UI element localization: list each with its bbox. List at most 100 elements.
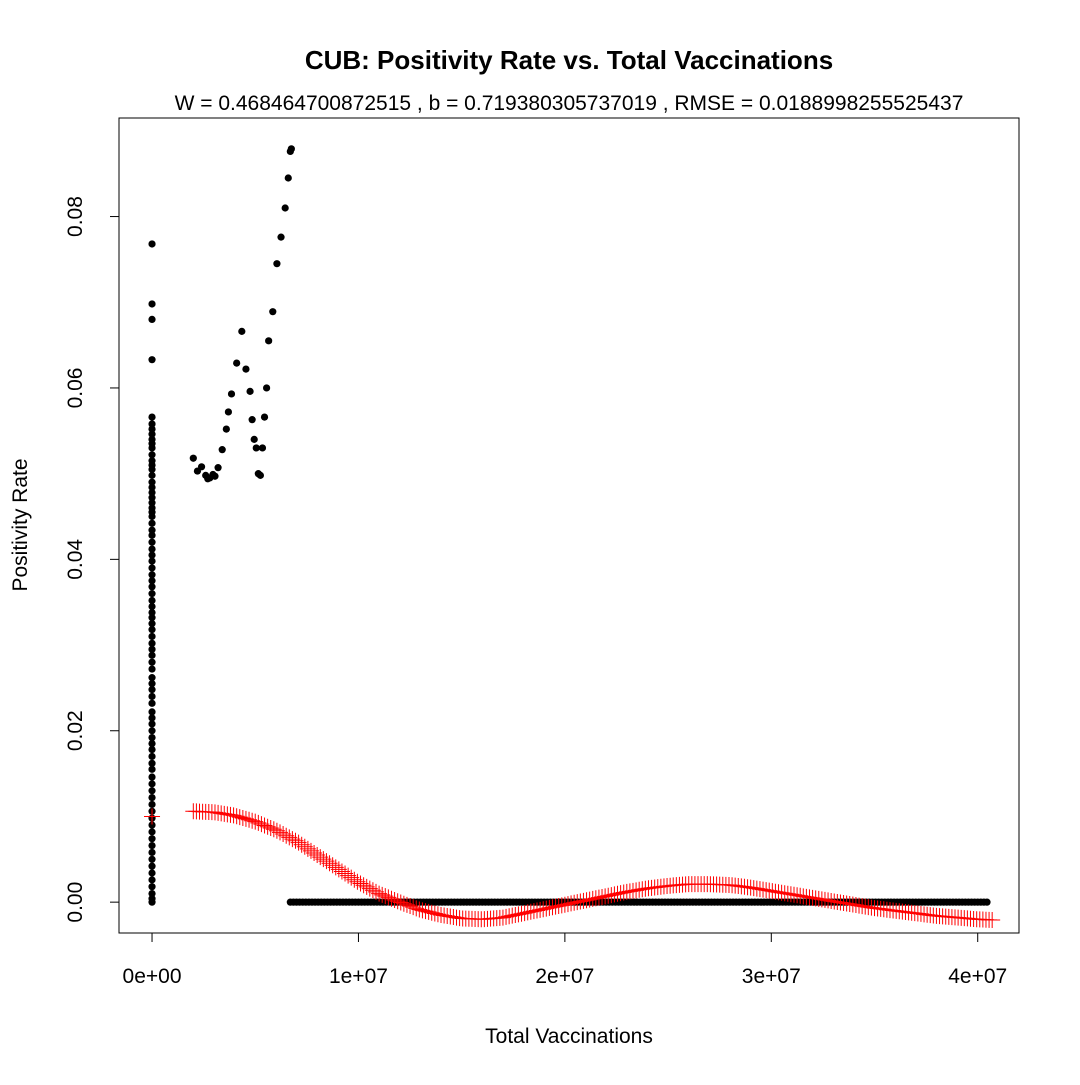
fitted-point bbox=[854, 898, 871, 915]
observed-point bbox=[148, 883, 156, 891]
fitted-point bbox=[237, 810, 254, 827]
plot-frame bbox=[118, 117, 1020, 934]
fitted-point bbox=[352, 875, 369, 892]
fitted-point bbox=[287, 832, 304, 849]
chart-title: CUB: Positivity Rate vs. Total Vaccinati… bbox=[305, 45, 833, 75]
observed-point bbox=[148, 526, 156, 534]
fitted-point bbox=[838, 895, 855, 912]
fitted-point bbox=[327, 859, 344, 876]
fitted-point bbox=[773, 884, 790, 901]
fitted-point bbox=[820, 892, 837, 909]
observed-point bbox=[214, 464, 222, 472]
fitted-point bbox=[259, 818, 276, 835]
fitted-point bbox=[405, 899, 422, 916]
observed-point bbox=[148, 413, 156, 421]
observed-point bbox=[148, 793, 156, 802]
observed-point bbox=[148, 430, 156, 438]
y-axis-label: Positivity Rate bbox=[9, 458, 32, 591]
observed-point bbox=[148, 645, 156, 653]
fitted-point bbox=[433, 907, 450, 924]
observed-point bbox=[148, 765, 156, 773]
fitted-point bbox=[984, 912, 1001, 929]
fitted-point bbox=[618, 883, 635, 900]
observed-point bbox=[287, 145, 295, 153]
fitted-point bbox=[525, 903, 542, 920]
fitted-point bbox=[380, 889, 397, 906]
fitted-point bbox=[250, 814, 267, 831]
observed-point bbox=[983, 898, 991, 906]
fitted-point bbox=[816, 891, 833, 908]
observed-point bbox=[148, 862, 156, 870]
y-tick-label: 0.08 bbox=[64, 196, 87, 237]
x-axis-label: Total Vaccinations bbox=[485, 1025, 653, 1048]
observed-point bbox=[148, 639, 156, 647]
fitted-point bbox=[522, 903, 539, 920]
observed-point bbox=[148, 835, 156, 843]
observed-point bbox=[148, 658, 156, 666]
fitted-point bbox=[275, 826, 292, 843]
observed-point bbox=[148, 699, 156, 707]
observed-point bbox=[148, 651, 156, 659]
x-tick-label: 0e+00 bbox=[123, 965, 182, 988]
fitted-point bbox=[278, 827, 295, 844]
fitted-point bbox=[423, 904, 440, 921]
fitted-point bbox=[241, 811, 258, 828]
fitted-point bbox=[144, 808, 161, 825]
fitted-point bbox=[290, 834, 307, 851]
observed-point bbox=[148, 855, 156, 863]
fitted-point bbox=[575, 892, 592, 909]
observed-point bbox=[197, 463, 206, 471]
fitted-point bbox=[448, 909, 465, 926]
fitted-point bbox=[776, 885, 793, 902]
fitted-point bbox=[786, 886, 802, 903]
fitted-point bbox=[581, 891, 598, 908]
fitted-point bbox=[306, 844, 323, 861]
observed-point bbox=[250, 435, 258, 443]
y-tick-label: 0.00 bbox=[64, 882, 87, 923]
fitted-point bbox=[231, 809, 248, 826]
fitted-point bbox=[337, 865, 354, 882]
observed-point bbox=[148, 889, 156, 898]
fitted-point bbox=[247, 813, 264, 830]
fitted-point bbox=[844, 896, 861, 913]
fitted-point bbox=[414, 902, 431, 919]
fitted-point bbox=[513, 905, 530, 922]
fitted-point bbox=[206, 804, 223, 821]
x-tick-label: 4e+07 bbox=[948, 965, 1007, 988]
fitted-point bbox=[494, 909, 511, 926]
observed-point bbox=[148, 545, 156, 553]
fitted-point bbox=[340, 867, 357, 884]
observed-point bbox=[148, 499, 156, 507]
fitted-point bbox=[299, 840, 316, 857]
fitted-point bbox=[498, 908, 515, 925]
fitted-point bbox=[333, 863, 350, 880]
fitted-point bbox=[600, 887, 617, 904]
fitted-point bbox=[371, 885, 388, 902]
fitted-point bbox=[296, 838, 313, 855]
fitted-point bbox=[532, 901, 549, 918]
fitted-point bbox=[309, 847, 326, 864]
fitted-point bbox=[293, 836, 310, 853]
fitted-point bbox=[216, 805, 233, 822]
fitted-point bbox=[510, 906, 527, 923]
fitted-point bbox=[272, 824, 289, 841]
fitted-point bbox=[857, 898, 874, 915]
fitted-point bbox=[408, 900, 425, 917]
fitted-point bbox=[597, 888, 614, 905]
fitted-point bbox=[563, 895, 580, 912]
fitted-point bbox=[550, 898, 567, 915]
observed-point bbox=[148, 720, 156, 728]
fitted-point bbox=[529, 902, 546, 919]
observed-point bbox=[148, 680, 156, 688]
fitted-point bbox=[829, 893, 846, 910]
fitted-point bbox=[792, 887, 809, 904]
fitted-point bbox=[779, 885, 796, 902]
observed-point bbox=[211, 472, 219, 480]
observed-point bbox=[148, 674, 156, 682]
fitted-point bbox=[742, 879, 759, 896]
observed-point bbox=[148, 596, 156, 605]
fitted-point bbox=[349, 873, 366, 890]
observed-point bbox=[148, 848, 156, 857]
fitted-point bbox=[860, 899, 877, 916]
fitted-point bbox=[609, 885, 626, 902]
